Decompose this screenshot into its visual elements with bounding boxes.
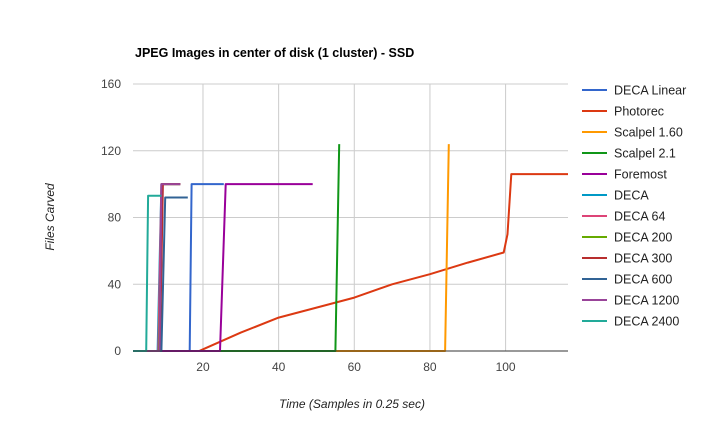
series-line-photorec [133, 173, 568, 352]
legend-label-foremost: Foremost [614, 168, 667, 182]
y-tick-label: 0 [114, 344, 121, 358]
y-tick-label: 40 [108, 277, 122, 291]
legend-label-deca-2400: DECA 2400 [614, 315, 679, 329]
axes: 0 40 80 120 160 20 40 60 80 100 [101, 77, 568, 374]
legend-label-deca-200: DECA 200 [614, 231, 672, 245]
grid [133, 83, 568, 351]
legend-label-scalpel-1-60: Scalpel 1.60 [614, 126, 683, 140]
y-tick-label: 120 [101, 144, 121, 158]
chart-title: JPEG Images in center of disk (1 cluster… [135, 46, 415, 60]
x-tick-label: 100 [496, 360, 516, 374]
y-axis-title: Files Carved [43, 183, 57, 251]
legend-label-deca-300: DECA 300 [614, 252, 672, 266]
series-line-deca-300 [133, 183, 181, 352]
series-line-deca-64 [133, 183, 181, 352]
legend-label-deca-64: DECA 64 [614, 210, 665, 224]
x-axis-title: Time (Samples in 0.25 sec) [279, 397, 425, 411]
y-tick-label: 80 [108, 211, 122, 225]
x-tick-label: 60 [348, 360, 362, 374]
series-line-deca [133, 183, 181, 352]
legend-label-deca: DECA [614, 189, 649, 203]
legend-label-scalpel-2-1: Scalpel 2.1 [614, 147, 676, 161]
legend-label-deca-600: DECA 600 [614, 273, 672, 287]
series-lines [133, 144, 568, 352]
series-line-deca-200 [133, 183, 181, 352]
x-tick-label: 40 [272, 360, 286, 374]
x-tick-label: 80 [423, 360, 437, 374]
legend-label-photorec: Photorec [614, 105, 664, 119]
legend: DECA Linear Photorec Scalpel 1.60 Scalpel 2… [582, 84, 686, 329]
legend-label-deca-1200: DECA 1200 [614, 294, 679, 308]
x-tick-label: 20 [196, 360, 210, 374]
series-line-scalpel-1-60 [133, 144, 450, 352]
y-tick-label: 160 [101, 77, 121, 91]
series-line-deca-1200 [133, 183, 181, 352]
legend-label-deca-linear: DECA Linear [614, 84, 686, 98]
